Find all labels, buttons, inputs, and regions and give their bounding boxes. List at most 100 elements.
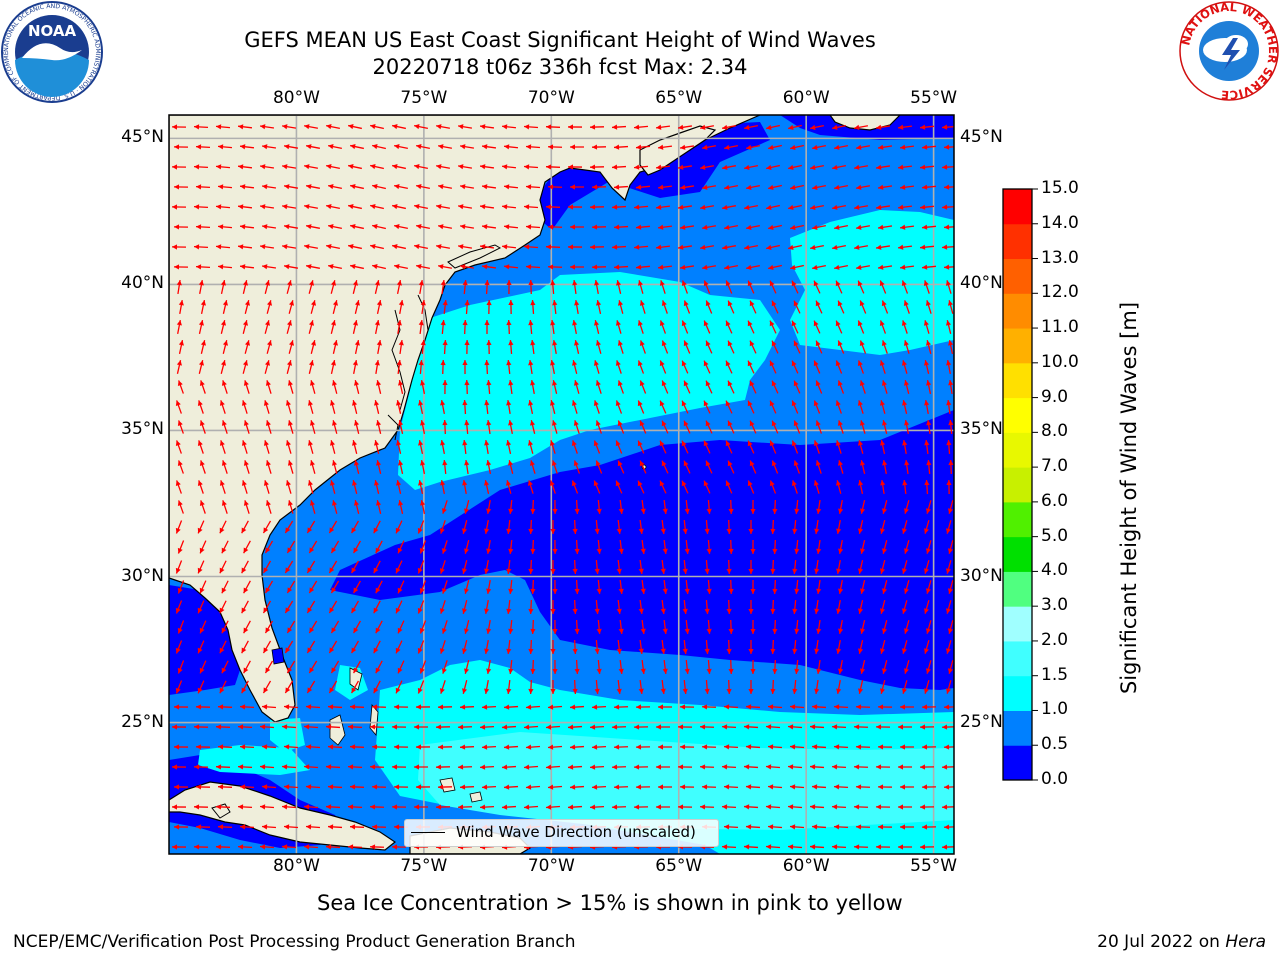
wave-direction-arrow bbox=[286, 660, 296, 674]
wave-direction-arrow bbox=[349, 704, 365, 710]
wave-direction-arrow bbox=[508, 299, 514, 315]
wave-direction-arrow bbox=[523, 244, 539, 250]
wave-direction-arrow bbox=[545, 164, 561, 170]
wave-direction-arrow bbox=[831, 724, 847, 730]
wave-direction-arrow bbox=[832, 204, 846, 210]
wave-direction-arrow bbox=[550, 279, 556, 295]
wave-direction-arrow bbox=[457, 244, 473, 250]
wave-direction-arrow bbox=[374, 400, 380, 414]
wave-direction-arrow bbox=[595, 380, 602, 394]
wave-direction-arrow bbox=[613, 784, 629, 790]
wave-direction-arrow bbox=[747, 480, 755, 494]
wave-direction-arrow bbox=[661, 420, 669, 434]
wave-direction-arrow bbox=[308, 540, 318, 554]
wave-direction-arrow bbox=[633, 124, 649, 130]
wave-direction-arrow bbox=[462, 319, 468, 335]
lon-tick-label-bottom: 80°W bbox=[272, 856, 320, 876]
wave-direction-arrow bbox=[284, 680, 294, 694]
wave-direction-arrow bbox=[550, 360, 556, 374]
wave-direction-arrow bbox=[569, 264, 585, 270]
wave-direction-arrow bbox=[926, 459, 932, 475]
wave-direction-arrow bbox=[354, 340, 360, 354]
wave-direction-arrow bbox=[811, 784, 827, 790]
wave-direction-arrow bbox=[857, 320, 865, 334]
wave-direction-arrow bbox=[813, 400, 821, 414]
wave-direction-arrow bbox=[217, 744, 233, 750]
wave-direction-arrow bbox=[353, 380, 360, 394]
wave-direction-arrow bbox=[307, 440, 314, 454]
wave-direction-arrow bbox=[594, 599, 600, 615]
wave-direction-arrow bbox=[569, 184, 585, 190]
wave-direction-arrow bbox=[419, 580, 427, 594]
wave-direction-arrow bbox=[479, 164, 495, 170]
wave-direction-arrow bbox=[461, 520, 468, 534]
wave-direction-arrow bbox=[397, 580, 405, 594]
wave-direction-arrow bbox=[391, 724, 407, 730]
wave-direction-arrow bbox=[197, 400, 204, 414]
wave-direction-arrow bbox=[440, 440, 446, 454]
wave-direction-arrow bbox=[766, 164, 780, 170]
wave-direction-arrow bbox=[264, 580, 274, 594]
wave-direction-arrow bbox=[395, 520, 403, 534]
wave-direction-arrow bbox=[662, 579, 668, 595]
wave-direction-arrow bbox=[547, 704, 563, 710]
wave-direction-arrow bbox=[793, 340, 801, 354]
wave-direction-arrow bbox=[881, 340, 888, 354]
wave-direction-arrow bbox=[284, 600, 294, 614]
wave-direction-arrow bbox=[244, 340, 251, 354]
wave-direction-arrow bbox=[750, 539, 756, 555]
wave-direction-arrow bbox=[684, 659, 690, 675]
wave-direction-arrow bbox=[464, 379, 470, 395]
wave-direction-arrow bbox=[901, 600, 908, 614]
wave-direction-arrow bbox=[616, 679, 622, 695]
wave-direction-arrow bbox=[596, 539, 602, 555]
wave-direction-arrow bbox=[370, 164, 384, 170]
wave-direction-arrow bbox=[217, 784, 233, 790]
lon-tick-label-top: 55°W bbox=[910, 88, 958, 108]
wave-direction-arrow bbox=[173, 744, 189, 750]
wave-direction-arrow bbox=[547, 744, 563, 750]
wave-direction-arrow bbox=[567, 804, 583, 810]
wave-direction-arrow bbox=[552, 659, 558, 675]
wave-direction-arrow bbox=[261, 704, 277, 710]
wave-direction-arrow bbox=[329, 480, 336, 494]
wave-direction-arrow bbox=[413, 804, 429, 810]
wave-direction-arrow bbox=[328, 640, 338, 654]
wave-direction-arrow bbox=[660, 559, 666, 575]
wave-direction-arrow bbox=[527, 440, 534, 454]
wave-direction-arrow bbox=[725, 400, 733, 414]
wave-direction-arrow bbox=[396, 359, 402, 375]
wave-direction-arrow bbox=[484, 639, 490, 655]
wave-direction-arrow bbox=[945, 600, 952, 614]
wave-direction-arrow bbox=[241, 520, 249, 534]
wave-direction-arrow bbox=[683, 460, 691, 474]
wave-direction-arrow bbox=[303, 804, 319, 810]
wave-direction-arrow bbox=[787, 764, 803, 770]
wave-direction-arrow bbox=[177, 460, 184, 474]
wave-direction-arrow bbox=[545, 764, 561, 770]
wave-direction-arrow bbox=[197, 440, 204, 454]
wave-direction-arrow bbox=[836, 600, 842, 614]
wave-direction-arrow bbox=[701, 784, 717, 790]
colorbar-tick-label: 14.0 bbox=[1041, 212, 1079, 233]
wave-direction-arrow bbox=[376, 420, 382, 434]
wave-direction-arrow bbox=[173, 784, 189, 790]
wave-direction-arrow bbox=[178, 340, 184, 354]
wave-direction-arrow bbox=[899, 704, 915, 710]
wave-direction-arrow bbox=[946, 360, 952, 374]
wave-direction-arrow bbox=[789, 824, 805, 830]
wave-direction-arrow bbox=[304, 124, 318, 130]
wave-direction-arrow bbox=[219, 640, 227, 654]
wave-direction-arrow bbox=[237, 164, 253, 170]
wave-direction-arrow bbox=[328, 144, 342, 150]
wave-direction-arrow bbox=[945, 640, 952, 654]
wave-direction-arrow bbox=[528, 639, 534, 655]
wave-direction-arrow bbox=[833, 744, 849, 750]
wave-direction-arrow bbox=[853, 844, 869, 850]
wave-direction-arrow bbox=[459, 784, 475, 790]
wave-direction-arrow bbox=[171, 724, 187, 730]
wave-direction-arrow bbox=[701, 184, 717, 190]
wave-direction-arrow bbox=[415, 704, 431, 710]
wave-direction-arrow bbox=[682, 639, 688, 655]
wave-direction-arrow bbox=[415, 784, 431, 790]
